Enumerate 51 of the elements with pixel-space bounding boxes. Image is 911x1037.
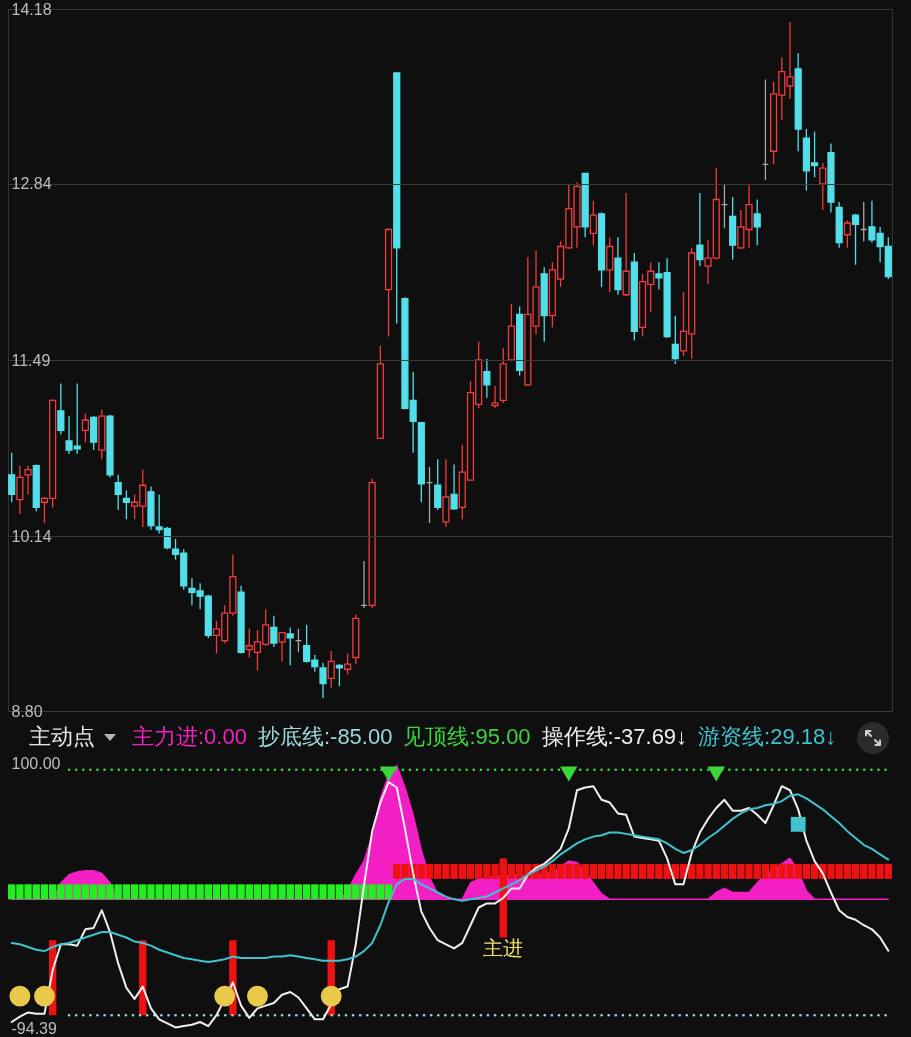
candlestick xyxy=(327,650,335,689)
candlestick xyxy=(122,489,130,520)
candlestick xyxy=(450,463,458,511)
point xyxy=(320,985,342,1007)
candlestick xyxy=(343,652,352,676)
candlestick xyxy=(483,358,491,399)
series-label: 见顶线:95.00 xyxy=(403,723,531,751)
text: 抄底线:-85.00 xyxy=(257,723,393,751)
y-tick-label: 14.18 xyxy=(11,0,52,18)
point xyxy=(379,766,398,782)
candlestick xyxy=(491,385,499,409)
candlestick xyxy=(24,465,32,496)
candlestick xyxy=(114,474,122,511)
candlestick xyxy=(671,314,679,365)
y-tick-label: 10.14 xyxy=(11,527,52,545)
candlestick xyxy=(16,465,24,515)
point xyxy=(790,816,806,832)
candlestick xyxy=(696,192,704,267)
data-label: 主进 xyxy=(483,937,524,960)
point xyxy=(707,766,725,782)
candlestick xyxy=(843,219,851,249)
candlestick xyxy=(851,213,860,266)
candlestick xyxy=(589,200,597,246)
candlestick xyxy=(57,382,65,436)
y-tick-label: -94.39 xyxy=(11,1019,57,1037)
candlestick xyxy=(81,412,90,443)
candlestick xyxy=(335,663,343,687)
point xyxy=(560,766,578,782)
point xyxy=(214,985,236,1007)
candlestick xyxy=(286,626,294,666)
point xyxy=(33,985,55,1007)
point xyxy=(9,985,31,1007)
candlestick xyxy=(622,192,630,297)
candlestick xyxy=(606,236,614,293)
candlestick xyxy=(434,458,442,511)
text: 主力进:0.00 xyxy=(132,723,247,751)
candlestick xyxy=(819,162,827,211)
candlestick xyxy=(278,632,286,663)
candlestick xyxy=(270,615,278,648)
point xyxy=(246,985,268,1007)
y-tick-label: 8.80 xyxy=(11,702,43,720)
line-series xyxy=(10,793,890,964)
text: 游资线:29.18↓ xyxy=(698,723,837,751)
y-tick-label: 100.00 xyxy=(11,754,61,772)
candlestick xyxy=(319,662,327,699)
candlestick xyxy=(8,451,16,503)
y-tick-label: 12.84 xyxy=(11,175,52,193)
text: 操作线:-37.69↓ xyxy=(541,723,688,751)
y-tick-label: 11.49 xyxy=(11,351,51,369)
candlestick xyxy=(753,198,761,246)
chart-title: 主动点 xyxy=(29,723,95,751)
